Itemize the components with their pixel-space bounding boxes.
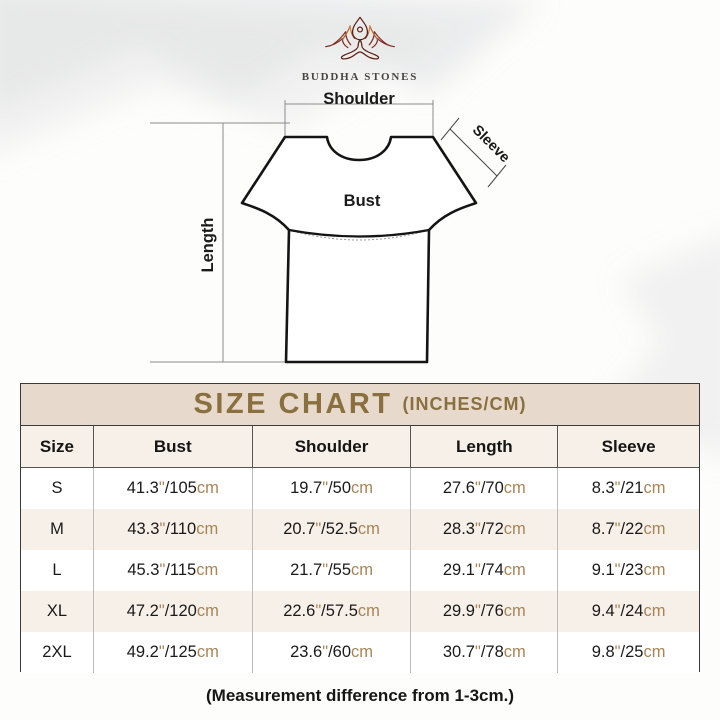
svg-text:Length: Length <box>199 218 217 273</box>
svg-text:Shoulder: Shoulder <box>323 90 395 108</box>
svg-text:Bust: Bust <box>344 192 381 210</box>
svg-text:Sleeve: Sleeve <box>469 122 513 166</box>
